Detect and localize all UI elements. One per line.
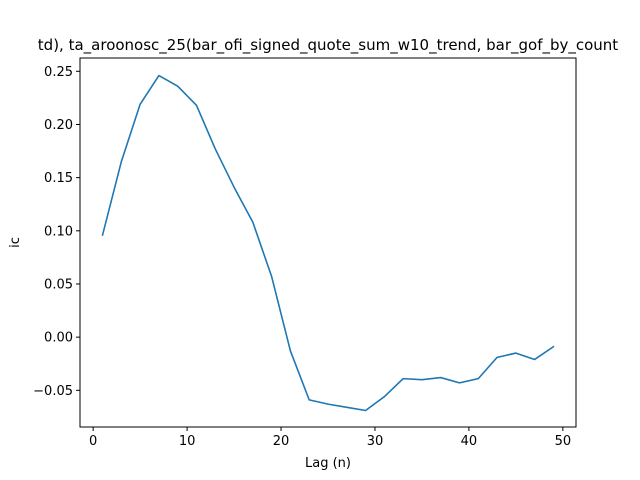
- chart-title: td), ta_aroonosc_25(bar_ofi_signed_quote…: [38, 36, 619, 55]
- x-tick-label: 30: [367, 434, 384, 449]
- y-tick-label: 0.00: [44, 331, 73, 346]
- x-tick-label: 20: [273, 434, 290, 449]
- x-axis-label: Lag (n): [305, 456, 351, 471]
- x-tick-label: 40: [461, 434, 478, 449]
- x-tick-label: 0: [89, 434, 97, 449]
- y-tick-label: −0.05: [33, 384, 73, 399]
- x-axis-ticks: 0 10 20 30 40 50: [89, 427, 571, 449]
- y-tick-label: 0.20: [44, 118, 73, 133]
- y-tick-label: 0.25: [44, 65, 73, 80]
- y-axis-label: ic: [8, 237, 23, 248]
- series-layer: [101, 74, 555, 412]
- axes-frame: [79, 57, 577, 428]
- y-tick-label: 0.15: [44, 171, 73, 186]
- y-tick-label: 0.05: [44, 277, 73, 292]
- y-axis-ticks: −0.05 0.00 0.05 0.10 0.15 0.20 0.25: [33, 65, 80, 399]
- x-tick-label: 10: [179, 434, 196, 449]
- y-tick-label: 0.10: [44, 224, 73, 239]
- x-tick-label: 50: [555, 434, 572, 449]
